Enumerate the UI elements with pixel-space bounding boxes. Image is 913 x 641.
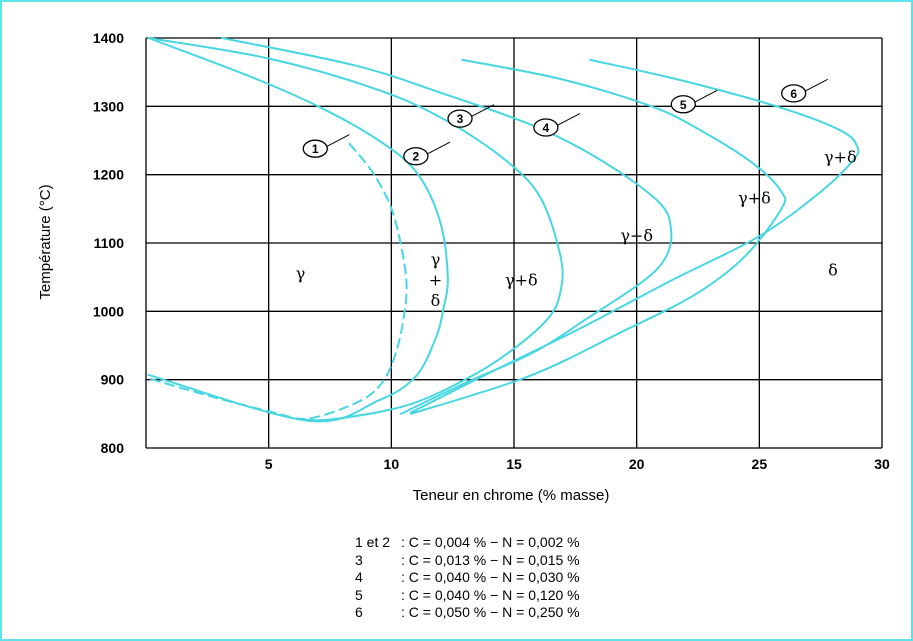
- legend-row: 6 : C = 0,050 % − N = 0,250 %: [355, 604, 580, 622]
- callout-4: 4: [533, 113, 581, 137]
- callout-circle: [781, 84, 807, 103]
- x-axis-title: Teneur en chrome (% masse): [413, 487, 610, 504]
- callout-5: 5: [670, 89, 718, 114]
- region-label-gd-4: γ+δ: [620, 226, 653, 245]
- region-label-gd-3: γ+δ: [505, 271, 538, 290]
- region-label-g-top: γ: [431, 250, 441, 269]
- curves: [147, 37, 860, 423]
- y-tick-label: 1200: [93, 167, 124, 183]
- grid: [145, 37, 883, 449]
- y-tick-label: 1300: [93, 98, 124, 114]
- callout-label: 4: [543, 121, 550, 135]
- curve-4: [221, 37, 673, 415]
- curve-5: [410, 58, 787, 415]
- region-labels: γγ+δγ+δγ+δγ+δγ+δδ: [296, 148, 857, 311]
- callout-leader: [426, 141, 451, 155]
- y-axis-title: Température (°C): [37, 184, 54, 299]
- callout-label: 1: [312, 142, 319, 156]
- region-label-delta: δ: [828, 260, 838, 279]
- callout-circle: [403, 147, 429, 166]
- legend-key: 3: [355, 551, 363, 568]
- y-tick-label: 900: [101, 372, 125, 388]
- legend-key: 1 et 2: [355, 534, 391, 550]
- region-label-plus: +: [429, 271, 442, 290]
- callout-circle: [302, 139, 328, 158]
- callout-circle: [670, 95, 696, 114]
- legend-row: 3 : C = 0,013 % − N = 0,015 %: [355, 552, 580, 570]
- callout-3: 3: [447, 104, 495, 128]
- legend-row: 4 : C = 0,040 % − N = 0,030 %: [355, 569, 580, 587]
- x-tick-label: 20: [629, 456, 645, 472]
- region-label-gd-6: γ+δ: [824, 148, 857, 167]
- legend-key: 4: [355, 569, 363, 585]
- y-tick-label: 800: [101, 440, 125, 456]
- x-tick-label: 25: [752, 456, 768, 472]
- curve-callouts: 1 2 3 4 5 6: [302, 78, 828, 166]
- callout-circle: [447, 109, 473, 128]
- legend-row: 5 : C = 0,040 % − N = 0,120 %: [355, 587, 580, 605]
- x-tick-label: 5: [265, 456, 273, 472]
- curve-2: [147, 37, 449, 423]
- callout-leader: [470, 104, 495, 118]
- region-label-gamma: γ: [296, 264, 306, 283]
- y-tick-label: 1100: [94, 235, 125, 251]
- legend-text: : C = 0,004 % − N = 0,002 %: [401, 534, 580, 550]
- x-tick-label: 10: [384, 456, 400, 472]
- legend-text: : C = 0,013 % − N = 0,015 %: [401, 551, 580, 568]
- x-tick-label: 30: [874, 456, 890, 472]
- y-tick-label: 1000: [93, 303, 124, 319]
- callout-label: 6: [790, 87, 797, 101]
- callout-1: 1: [302, 134, 350, 158]
- x-tick-label: 15: [506, 456, 522, 472]
- callout-leader: [694, 89, 718, 103]
- y-tick-label: 1400: [93, 30, 124, 46]
- callout-leader: [556, 113, 581, 126]
- callout-label: 3: [457, 112, 464, 126]
- region-label-gd-5: γ+δ: [738, 189, 771, 208]
- curve-6: [410, 58, 860, 414]
- curve-3: [147, 37, 564, 422]
- region-label-d-bot: δ: [431, 291, 441, 310]
- legend-key: 6: [355, 604, 363, 620]
- callout-circle: [533, 118, 559, 137]
- legend-text: : C = 0,050 % − N = 0,250 %: [401, 604, 580, 620]
- callout-leader: [326, 134, 350, 148]
- callout-label: 2: [413, 150, 420, 164]
- legend-text: : C = 0,040 % − N = 0,120 %: [401, 586, 580, 603]
- curve-1: [147, 142, 408, 420]
- legend-row: 1 et 2 : C = 0,004 % − N = 0,002 %: [355, 534, 580, 552]
- legend-key: 5: [355, 586, 363, 603]
- callout-6: 6: [781, 78, 828, 103]
- callout-leader: [804, 78, 828, 92]
- legend-text: : C = 0,040 % − N = 0,030 %: [401, 569, 580, 585]
- callout-2: 2: [403, 141, 451, 166]
- callout-label: 5: [680, 98, 687, 112]
- composition-legend: 1 et 2 : C = 0,004 % − N = 0,002 % 3 : C = …: [355, 534, 580, 622]
